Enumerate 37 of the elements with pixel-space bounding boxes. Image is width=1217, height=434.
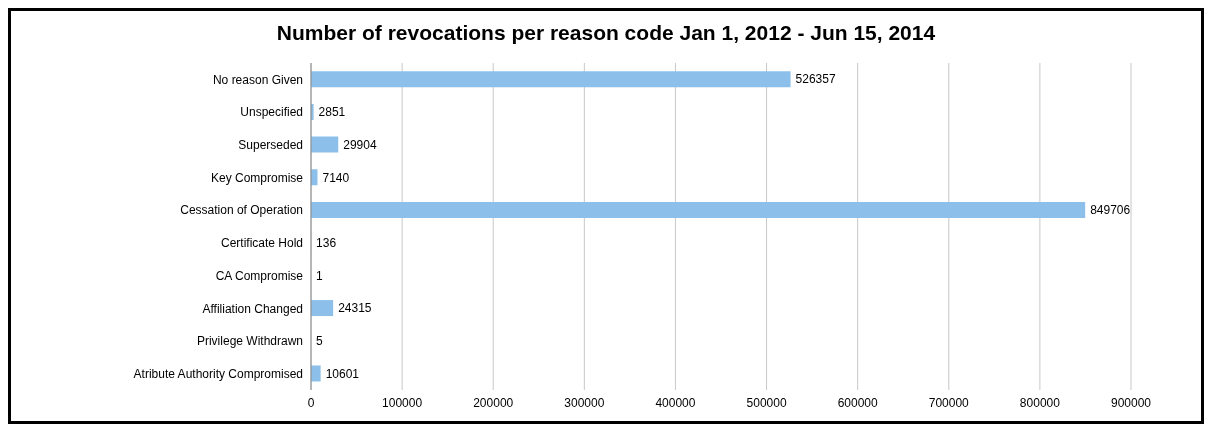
x-tick-label: 100000 <box>382 395 423 410</box>
y-tick-label: Unspecified <box>240 105 303 120</box>
y-tick-label: Cessation of Operation <box>180 203 303 218</box>
x-tick-label: 400000 <box>655 395 696 410</box>
data-label: 849706 <box>1090 203 1131 218</box>
bar <box>311 365 321 382</box>
data-label: 29904 <box>343 137 377 152</box>
y-tick-label: Affiliation Changed <box>202 301 303 316</box>
chart-title: Number of revocations per reason code Jan 1, 2012 - Jun 15, 2014 <box>275 20 937 46</box>
x-tick-label: 700000 <box>928 395 970 410</box>
x-tick-label: 200000 <box>473 395 514 410</box>
x-tick-label: 600000 <box>837 395 879 410</box>
y-tick-label: Privilege Withdrawn <box>196 334 303 349</box>
data-label: 5 <box>316 334 323 349</box>
y-tick-label: Superseded <box>238 138 303 153</box>
data-label: 1 <box>316 268 323 283</box>
data-label: 2851 <box>318 105 346 120</box>
bar <box>311 169 318 186</box>
bar <box>311 71 791 88</box>
x-tick-label: 300000 <box>564 395 605 410</box>
data-label: 24315 <box>338 301 372 316</box>
y-tick-label: Key Compromise <box>210 170 304 185</box>
y-tick-label: No reason Given <box>212 72 303 87</box>
y-tick-label: Atribute Authority Compromised <box>133 366 303 381</box>
y-tick-label: CA Compromise <box>215 268 304 283</box>
y-tick-label: Certificate Hold <box>220 236 303 251</box>
data-label: 526357 <box>795 72 836 87</box>
x-tick-label: 900000 <box>1110 395 1152 410</box>
data-label: 136 <box>316 235 337 250</box>
bar <box>311 300 334 317</box>
bar <box>311 136 339 153</box>
x-tick-label: 500000 <box>746 395 787 410</box>
data-label: 7140 <box>322 170 350 185</box>
x-tick-label: 800000 <box>1019 395 1061 410</box>
x-tick-label: 0 <box>307 395 315 410</box>
bar <box>311 201 1086 218</box>
data-label: 10601 <box>325 366 360 381</box>
